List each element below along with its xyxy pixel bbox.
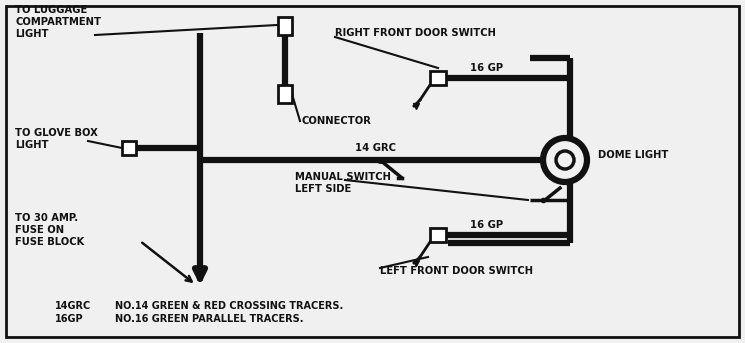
Text: LEFT FRONT DOOR SWITCH: LEFT FRONT DOOR SWITCH <box>380 266 533 276</box>
Text: MANUAL SWITCH: MANUAL SWITCH <box>295 172 391 182</box>
Circle shape <box>556 151 574 169</box>
Text: TO LUGGAGE: TO LUGGAGE <box>15 5 87 15</box>
Text: RIGHT FRONT DOOR SWITCH: RIGHT FRONT DOOR SWITCH <box>335 28 496 38</box>
Bar <box>430 228 446 242</box>
Text: NO.14 GREEN & RED CROSSING TRACERS.: NO.14 GREEN & RED CROSSING TRACERS. <box>115 301 343 311</box>
Text: 16GP: 16GP <box>55 314 83 324</box>
Text: NO.16 GREEN PARALLEL TRACERS.: NO.16 GREEN PARALLEL TRACERS. <box>115 314 303 324</box>
Text: 16 GP: 16 GP <box>470 63 503 73</box>
Text: DOME LIGHT: DOME LIGHT <box>598 150 668 160</box>
Text: 14GRC: 14GRC <box>55 301 91 311</box>
Text: 16 GP: 16 GP <box>470 220 503 230</box>
Text: TO GLOVE BOX: TO GLOVE BOX <box>15 128 98 138</box>
Text: TO 30 AMP.: TO 30 AMP. <box>15 213 78 223</box>
Text: 14 GRC: 14 GRC <box>355 143 396 153</box>
Bar <box>430 71 446 85</box>
Bar <box>278 17 292 35</box>
Bar <box>122 141 136 155</box>
Text: LEFT SIDE: LEFT SIDE <box>295 184 351 194</box>
Text: COMPARTMENT: COMPARTMENT <box>15 17 101 27</box>
Text: LIGHT: LIGHT <box>15 140 48 150</box>
Text: CONNECTOR: CONNECTOR <box>302 116 372 126</box>
Circle shape <box>543 138 587 182</box>
Text: LIGHT: LIGHT <box>15 29 48 39</box>
Text: FUSE ON: FUSE ON <box>15 225 64 235</box>
Text: FUSE BLOCK: FUSE BLOCK <box>15 237 84 247</box>
Bar <box>278 85 292 103</box>
